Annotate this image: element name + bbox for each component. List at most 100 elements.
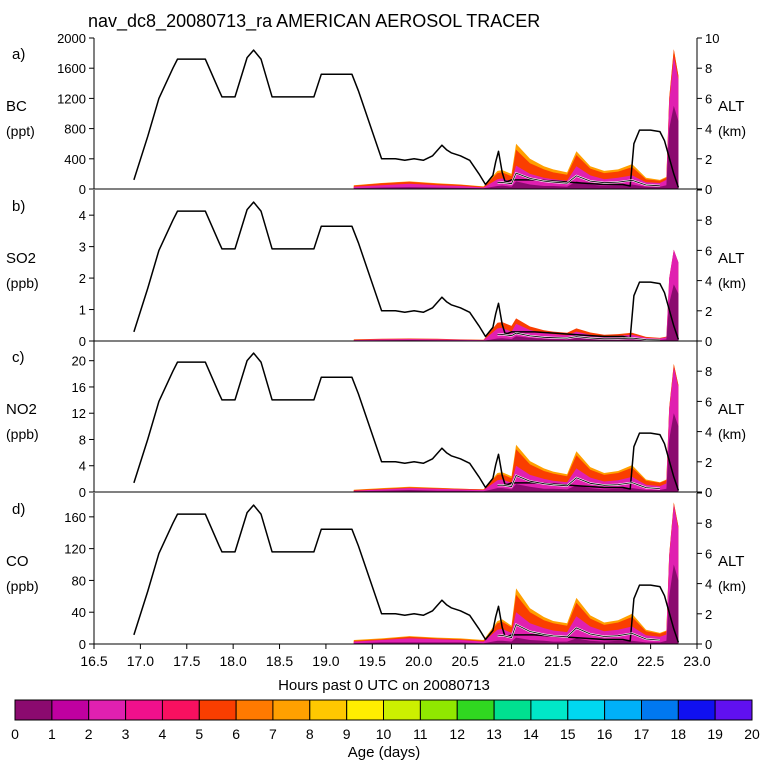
left-tick-label-bc-0: 0	[79, 182, 86, 197]
panel-co: 0 40 80 120 160 0 2 4 6 8 d) CO (ppb) ALT (km)	[6, 492, 746, 652]
right-tick-label-bc-4: 8	[705, 61, 712, 76]
x-tick-label-3: 18.0	[220, 653, 247, 669]
panel-id-bc: a)	[12, 46, 25, 63]
colorbar-cell-17	[641, 699, 679, 721]
right-tick-label-co-1: 2	[705, 607, 712, 622]
colorbar-tick-3: 3	[122, 726, 130, 742]
right-tick-label-so2-0: 0	[705, 334, 712, 349]
colorbar-tick-13: 13	[486, 726, 502, 742]
panel-name-bc: BC	[6, 98, 27, 115]
panel-id-so2: b)	[12, 198, 25, 215]
alt-label-no2: ALT	[718, 401, 744, 418]
panel-id-no2: c)	[12, 349, 25, 366]
alt-unit-so2: (km)	[718, 275, 746, 291]
panel-so2: 0 1 2 3 4 0 2 4 6 8 b) SO2 (ppb) ALT (km)	[6, 189, 746, 349]
altitude-line-bc	[133, 49, 680, 188]
right-tick-label-co-4: 8	[705, 516, 712, 531]
panel-bc: 0 400 800 1200 1600 2000 0 2 4 6 8 10 a) BC (ppt) ALT (k…	[6, 31, 746, 197]
area-so2-age-band-2	[353, 249, 679, 341]
right-tick-label-no2-3: 6	[705, 394, 712, 409]
right-tick-label-no2-2: 4	[705, 425, 712, 440]
altitude-line-no2	[133, 352, 680, 491]
colorbar-cell-0	[14, 699, 53, 721]
right-tick-label-so2-1: 2	[705, 304, 712, 319]
colorbar-label: Age (days)	[348, 744, 421, 761]
panel-no2: 0 4 8 12 16 20 0 2 4 6 8 c) NO2 (ppb) ALT (km)	[6, 340, 746, 500]
x-axis: 16.5 17.0 17.5 18.0 18.5 19.0 19.5 20.0 20.5 21.0…	[80, 644, 711, 669]
left-tick-label-co-1: 40	[72, 605, 86, 620]
colorbar-tick-18: 18	[671, 726, 687, 742]
left-tick-label-bc-1: 400	[64, 152, 86, 167]
colorbar-tick-5: 5	[195, 726, 203, 742]
right-tick-label-bc-2: 4	[705, 122, 712, 137]
tracer-outline-dark-bc	[497, 172, 660, 187]
alt-label-bc: ALT	[718, 98, 744, 115]
left-tick-label-no2-0: 0	[79, 485, 86, 500]
colorbar-tick-20: 20	[744, 726, 760, 742]
x-tick-label-10: 21.5	[544, 653, 571, 669]
panel-unit-co: (ppb)	[6, 578, 39, 594]
colorbar-cell-12	[456, 699, 495, 721]
colorbar-tick-4: 4	[159, 726, 167, 742]
panel-unit-so2: (ppb)	[6, 275, 39, 291]
colorbar-tick-11: 11	[413, 726, 428, 742]
colorbar-tick-17: 17	[634, 726, 650, 742]
left-tick-label-bc-5: 2000	[57, 31, 86, 46]
altitude-line-so2	[133, 201, 680, 340]
area-no2-age-band-1	[353, 367, 679, 492]
left-tick-label-bc-3: 1200	[57, 91, 86, 106]
left-tick-label-co-0: 0	[79, 637, 86, 652]
colorbar-cell-6	[235, 699, 274, 721]
tracer-outline-dark-no2	[497, 474, 660, 489]
left-tick-label-co-3: 120	[64, 542, 86, 557]
x-tick-label-8: 20.5	[451, 653, 478, 669]
right-tick-label-no2-1: 2	[705, 455, 712, 470]
panels: 04008001200160020000246810a)BC(ppt)ALT(k…	[6, 31, 746, 652]
right-tick-label-no2-0: 0	[705, 485, 712, 500]
area-co-age-band-1	[353, 504, 679, 644]
colorbar-tick-8: 8	[306, 726, 314, 742]
colorbar-cell-8	[309, 699, 348, 721]
right-tick-label-co-2: 4	[705, 577, 712, 592]
colorbar-tick-12: 12	[449, 726, 465, 742]
chart-title: nav_dc8_20080713_ra AMERICAN AEROSOL TRA…	[88, 11, 540, 32]
left-tick-label-so2-4: 4	[79, 208, 86, 223]
x-tick-label-12: 22.5	[637, 653, 664, 669]
colorbar-cell-10	[383, 699, 421, 721]
colorbar-tick-14: 14	[523, 726, 539, 742]
colorbar-cell-14	[530, 699, 569, 721]
left-tick-label-so2-1: 1	[79, 303, 86, 318]
colorbar: 0 1 2 3 4 5 6 7 8 9 10 11 12 13 14 15 16 17 18 19 20	[11, 699, 760, 742]
right-tick-label-co-3: 6	[705, 546, 712, 561]
right-tick-label-bc-5: 10	[705, 31, 719, 46]
left-tick-label-no2-2: 8	[79, 432, 86, 447]
panel-name-no2: NO2	[6, 401, 37, 418]
altitude-line-co	[133, 504, 680, 643]
left-tick-label-no2-4: 16	[72, 380, 86, 395]
x-tick-label-2: 17.5	[173, 653, 200, 669]
panel-id-co: d)	[12, 501, 25, 518]
panel-name-co: CO	[6, 553, 29, 570]
alt-label-co: ALT	[718, 553, 744, 570]
colorbar-tick-16: 16	[597, 726, 613, 742]
right-tick-label-so2-3: 6	[705, 243, 712, 258]
area-so2-age-band-1	[353, 249, 679, 341]
colorbar-cell-19	[714, 699, 753, 721]
colorbar-cell-13	[493, 699, 532, 721]
colorbar-cell-16	[604, 699, 642, 721]
right-tick-label-bc-0: 0	[705, 182, 712, 197]
colorbar-cell-1	[51, 699, 90, 721]
x-tick-label-6: 19.5	[359, 653, 386, 669]
left-tick-label-so2-3: 3	[79, 240, 86, 255]
colorbar-cell-4	[161, 699, 200, 721]
colorbar-cell-11	[419, 699, 458, 721]
tracer-outline-dark-so2	[497, 332, 660, 341]
left-tick-label-no2-5: 20	[72, 354, 86, 369]
alt-unit-co: (km)	[718, 578, 746, 594]
left-tick-label-bc-2: 800	[64, 122, 86, 137]
panel-unit-bc: (ppt)	[6, 123, 35, 139]
colorbar-cell-2	[88, 699, 127, 721]
left-tick-label-co-4: 160	[64, 510, 86, 525]
colorbar-tick-15: 15	[560, 726, 576, 742]
